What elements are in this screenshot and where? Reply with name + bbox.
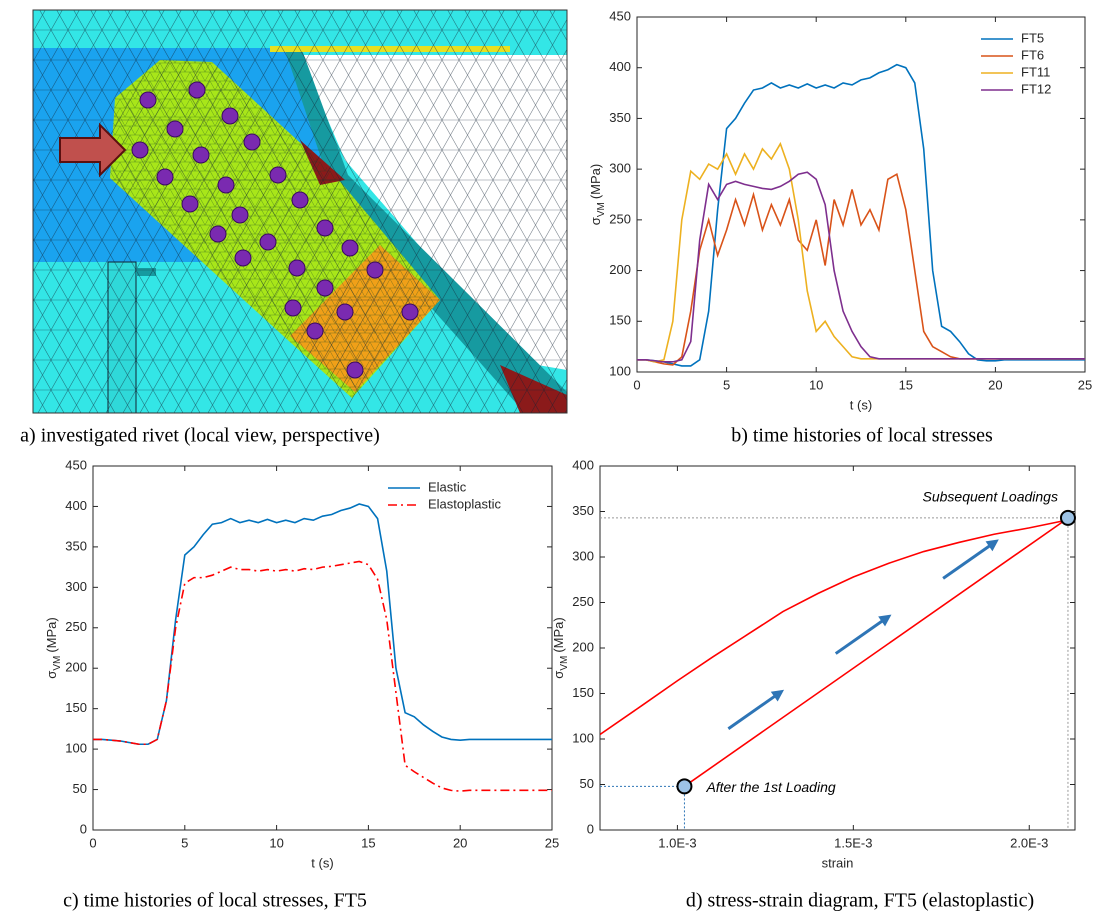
caption: c) time histories of local stresses, FT5 bbox=[63, 890, 367, 912]
symbol: σ bbox=[551, 671, 566, 679]
x-tick-label: 0 bbox=[89, 835, 96, 850]
figure: a) investigated rivet (local view, persp… bbox=[0, 0, 1099, 916]
caption: d) stress-strain diagram, FT5 (elastopla… bbox=[686, 890, 1034, 912]
x-tick-label: 25 bbox=[545, 835, 559, 850]
y-tick-label: 450 bbox=[609, 8, 631, 23]
legend-label: Elastic bbox=[428, 479, 467, 494]
x-tick-label: 10 bbox=[809, 377, 823, 392]
point-marker bbox=[677, 779, 691, 793]
x-tick-label: 2.0E-3 bbox=[1010, 835, 1048, 850]
y-tick-label: 300 bbox=[609, 161, 631, 176]
y-axis-label: σVM (MPa) bbox=[44, 617, 62, 678]
x-tick-label: 20 bbox=[453, 835, 467, 850]
x-tick-label: 1.5E-3 bbox=[834, 835, 872, 850]
y-tick-label: 100 bbox=[65, 741, 87, 756]
subscript: VM bbox=[559, 656, 570, 671]
x-tick-label: 5 bbox=[181, 835, 188, 850]
unit: (MPa) bbox=[44, 617, 59, 652]
legend-label: FT11 bbox=[1021, 64, 1050, 79]
unit: (MPa) bbox=[551, 617, 566, 652]
x-axis-label: strain bbox=[822, 855, 854, 870]
y-tick-label: 300 bbox=[65, 579, 87, 594]
y-tick-label: 200 bbox=[65, 660, 87, 675]
y-tick-label: 150 bbox=[65, 700, 87, 715]
x-tick-label: 20 bbox=[988, 377, 1002, 392]
y-tick-label: 400 bbox=[65, 498, 87, 513]
caption: b) time histories of local stresses bbox=[731, 425, 993, 447]
y-tick-label: 350 bbox=[572, 503, 594, 518]
x-tick-label: 15 bbox=[899, 377, 913, 392]
caption: a) investigated rivet (local view, persp… bbox=[20, 425, 380, 447]
y-tick-label: 250 bbox=[609, 211, 631, 226]
y-tick-label: 200 bbox=[572, 639, 594, 654]
point-marker bbox=[1061, 511, 1075, 525]
y-tick-label: 250 bbox=[572, 594, 594, 609]
y-tick-label: 100 bbox=[609, 363, 631, 378]
legend-label: FT5 bbox=[1021, 30, 1044, 45]
annotation: Subsequent Loadings bbox=[923, 489, 1058, 505]
annotation: After the 1st Loading bbox=[705, 779, 835, 795]
y-tick-label: 350 bbox=[609, 110, 631, 125]
x-tick-label: 0 bbox=[633, 377, 640, 392]
subscript: VM bbox=[52, 656, 63, 671]
y-tick-label: 200 bbox=[609, 262, 631, 277]
y-tick-label: 50 bbox=[73, 781, 87, 796]
plot-area bbox=[600, 466, 1075, 830]
x-tick-label: 1.0E-3 bbox=[658, 835, 696, 850]
y-tick-label: 300 bbox=[572, 548, 594, 563]
x-tick-label: 25 bbox=[1078, 377, 1092, 392]
chart: 0 50 100 150 200 250 300 350 400 1.0E-3 1.5E-3 2.0E… bbox=[551, 457, 1075, 911]
y-axis-label: σVM (MPa) bbox=[551, 617, 569, 678]
y-tick-label: 100 bbox=[572, 730, 594, 745]
y-tick-label: 350 bbox=[65, 538, 87, 553]
y-tick-label: 400 bbox=[572, 457, 594, 472]
y-tick-label: 250 bbox=[65, 619, 87, 634]
legend-label: FT6 bbox=[1021, 47, 1044, 62]
x-tick-label: 15 bbox=[361, 835, 375, 850]
y-tick-label: 50 bbox=[580, 776, 594, 791]
x-tick-label: 10 bbox=[269, 835, 283, 850]
plot-area bbox=[93, 466, 552, 830]
mesh-image bbox=[33, 10, 567, 413]
y-tick-label: 150 bbox=[609, 313, 631, 328]
legend-label: FT12 bbox=[1021, 81, 1051, 96]
y-tick-label: 400 bbox=[609, 59, 631, 74]
y-tick-label: 150 bbox=[572, 685, 594, 700]
x-axis-label: t (s) bbox=[850, 397, 872, 412]
y-axis-label: σVM (MPa) bbox=[588, 164, 606, 225]
x-tick-label: 5 bbox=[723, 377, 730, 392]
unit: (MPa) bbox=[588, 164, 603, 199]
chart: 0 50 100 150 200 250 300 350 400 450 0 5 10 15 20 25 t (… bbox=[44, 457, 559, 911]
y-tick-label: 0 bbox=[587, 821, 594, 836]
x-axis-label: t (s) bbox=[311, 855, 333, 870]
y-tick-label: 450 bbox=[65, 457, 87, 472]
legend-label: Elastoplastic bbox=[428, 496, 501, 511]
symbol: σ bbox=[588, 217, 603, 225]
symbol: σ bbox=[44, 671, 59, 679]
subscript: VM bbox=[596, 202, 607, 217]
y-tick-label: 0 bbox=[80, 821, 87, 836]
chart: 100 150 200 250 300 350 400 450 0 5 10 15 20 25 t (s) σ… bbox=[588, 8, 1092, 446]
